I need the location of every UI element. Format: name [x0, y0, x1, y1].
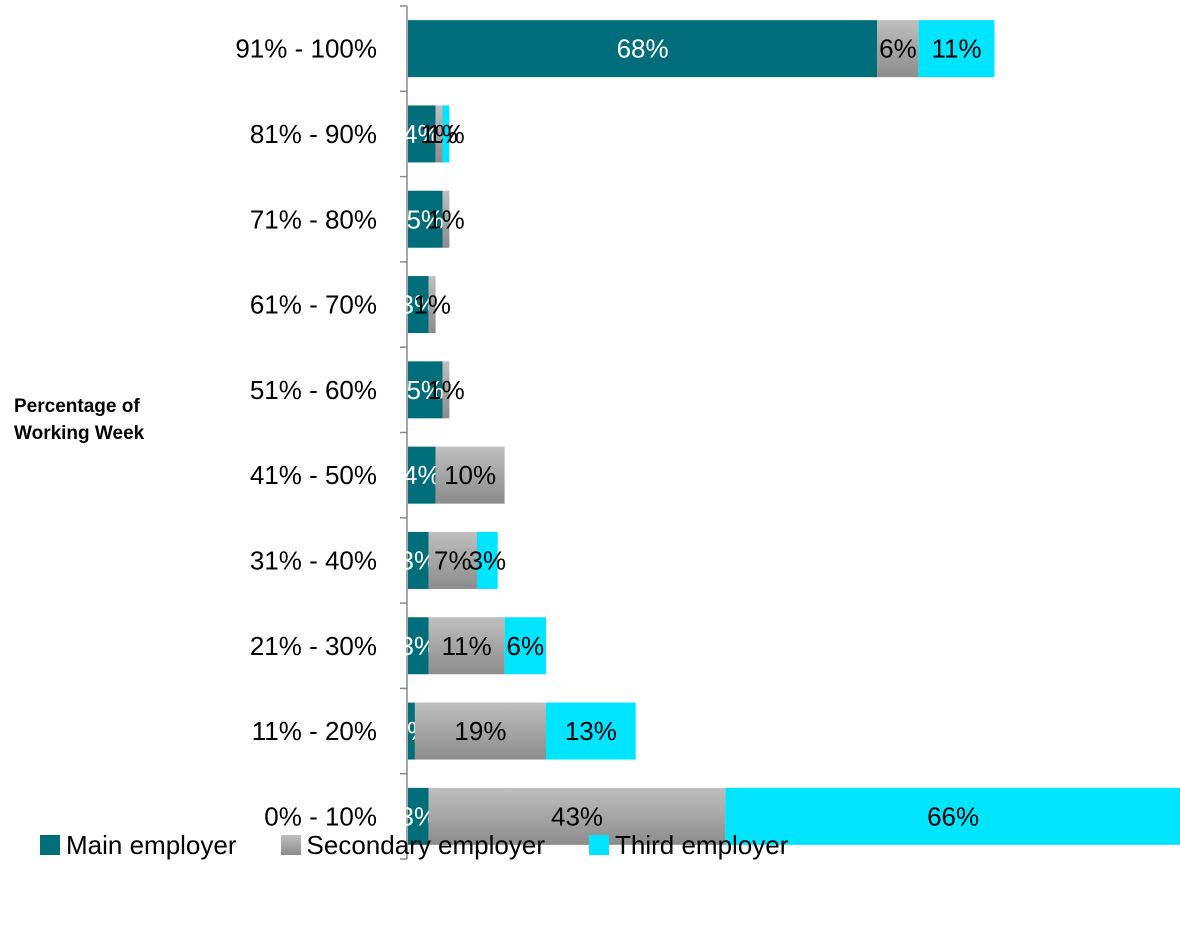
data-label: 66% [927, 801, 979, 831]
data-label: 6% [879, 34, 917, 64]
legend-item-third: Third employer [588, 829, 789, 861]
bar-secondary-employer [428, 531, 477, 589]
data-label: 1% [427, 119, 465, 149]
bar-secondary-employer [414, 702, 546, 760]
bar-main-employer [408, 787, 429, 845]
data-label: 68% [617, 34, 669, 64]
legend-label-third: Third employer [614, 829, 789, 860]
bar-third-employer [442, 105, 450, 163]
bar-main-employer [408, 190, 443, 248]
data-label: 10% [444, 460, 496, 490]
y-tick-label: 41% - 50% [250, 460, 377, 490]
data-label: 1% [427, 375, 465, 405]
bar-main-employer [408, 702, 415, 760]
bar-third-employer [725, 787, 1180, 845]
y-tick-label: 11% - 20% [252, 716, 377, 746]
bar-third-employer [918, 20, 995, 78]
data-label: 1% [413, 290, 451, 320]
legend-label-main: Main employer [66, 829, 237, 860]
bar-main-employer [408, 276, 429, 334]
bar-third-employer [504, 617, 546, 675]
data-label: 7% [434, 545, 472, 575]
bar-secondary-employer [435, 105, 443, 163]
legend-swatch-third [588, 835, 609, 855]
legend-swatch-main [40, 835, 60, 855]
bar-main-employer [408, 105, 436, 163]
data-label: 3% [469, 545, 507, 575]
data-label: 4% [403, 460, 441, 490]
bar-secondary-employer [435, 446, 505, 504]
bar-secondary-employer [442, 190, 450, 248]
y-axis-label: Percentage of Working Week [14, 396, 145, 444]
data-label: 13% [565, 716, 617, 746]
data-label: 19% [454, 716, 506, 746]
data-label: 4% [403, 119, 441, 149]
data-label: 11% [931, 34, 981, 64]
bar-third-employer [477, 531, 498, 589]
y-tick-label: 21% - 30% [250, 631, 377, 661]
y-tick-label: 0% - 10% [264, 801, 377, 831]
y-tick-label: 61% - 70% [250, 290, 377, 320]
data-label: 6% [507, 631, 545, 661]
bar-main-employer [408, 617, 429, 675]
y-tick-label: 91% - 100% [235, 34, 377, 64]
bar-secondary-employer [877, 20, 919, 78]
bar-main-employer [408, 361, 443, 419]
legend: Main employer Secondary employer Third e… [40, 830, 832, 860]
data-label: 5% [406, 204, 444, 234]
bar-secondary-employer [442, 361, 450, 419]
bar-secondary-employer [428, 617, 505, 675]
bar-main-employer [408, 531, 429, 589]
bar-main-employer [408, 446, 436, 504]
y-tick-label: 31% - 40% [250, 545, 377, 575]
legend-item-main: Main employer [40, 830, 237, 861]
y-tick-label: 71% - 80% [250, 204, 377, 234]
data-label: 1% [427, 204, 465, 234]
data-label: 1% [420, 119, 458, 149]
data-label: 43% [551, 801, 603, 831]
y-tick-label: 81% - 90% [250, 119, 377, 149]
legend-label-secondary: Secondary employer [306, 829, 545, 860]
bar-secondary-employer [428, 787, 726, 845]
legend-swatch-secondary [280, 835, 301, 855]
bar-secondary-employer [428, 276, 436, 334]
bar-third-employer [546, 702, 636, 760]
bar-main-employer [408, 20, 878, 78]
y-tick-label: 51% - 60% [250, 375, 377, 405]
legend-item-secondary: Secondary employer [280, 829, 545, 861]
data-label: 11% [442, 631, 492, 661]
data-label: 5% [406, 375, 444, 405]
